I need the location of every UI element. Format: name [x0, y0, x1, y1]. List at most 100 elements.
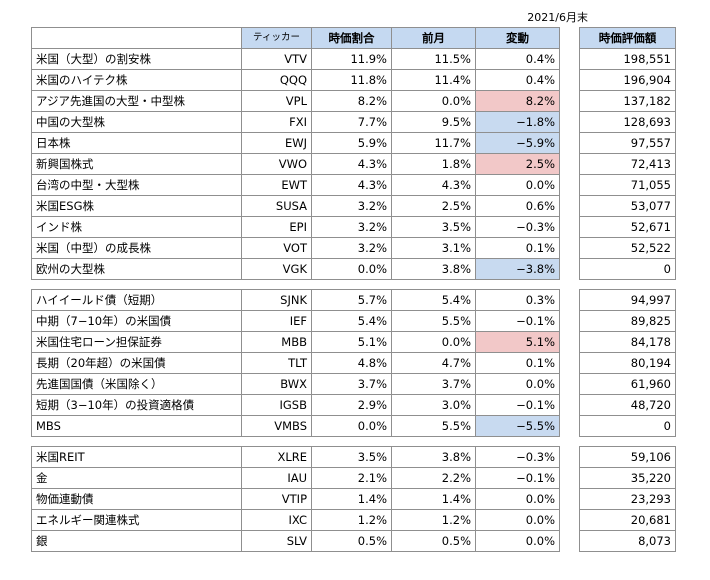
value-cell: 80,194	[579, 352, 676, 374]
holding-name: 米国（大型）の割安株	[31, 48, 242, 70]
table-row: 94,997	[579, 289, 676, 311]
prev-cell: 9.5%	[391, 111, 476, 133]
ticker-cell: VWO	[241, 153, 312, 175]
value-cell: 20,681	[579, 509, 676, 531]
holding-name: 物価連動債	[31, 488, 242, 510]
table-row: 米国住宅ローン担保証券 MBB 5.1% 0.0% 5.1%	[31, 331, 560, 353]
ticker-cell: SLV	[241, 530, 312, 552]
change-cell: 5.1%	[475, 331, 560, 353]
ticker-cell: MBB	[241, 331, 312, 353]
prev-cell: 3.8%	[391, 446, 476, 468]
weight-cell: 0.5%	[311, 530, 392, 552]
ticker-cell: TLT	[241, 352, 312, 374]
weight-cell: 3.2%	[311, 195, 392, 217]
table-row: 61,960	[579, 373, 676, 395]
value-cell: 84,178	[579, 331, 676, 353]
ticker-cell: FXI	[241, 111, 312, 133]
weight-cell: 1.4%	[311, 488, 392, 510]
table-row: 52,522	[579, 237, 676, 259]
value-cell: 72,413	[579, 153, 676, 175]
value-cell: 48,720	[579, 394, 676, 416]
prev-cell: 11.4%	[391, 69, 476, 91]
change-cell: 0.6%	[475, 195, 560, 217]
ticker-cell: VGK	[241, 258, 312, 280]
weight-cell: 8.2%	[311, 90, 392, 112]
change-cell: 8.2%	[475, 90, 560, 112]
value-cell: 97,557	[579, 132, 676, 154]
table-row: 新興国株式 VWO 4.3% 1.8% 2.5%	[31, 153, 560, 175]
prev-cell: 1.8%	[391, 153, 476, 175]
ticker-cell: IAU	[241, 467, 312, 489]
change-cell: 0.1%	[475, 237, 560, 259]
prev-cell: 2.2%	[391, 467, 476, 489]
table-row: 米国（大型）の割安株 VTV 11.9% 11.5% 0.4%	[31, 48, 560, 70]
table-row: 物価連動債 VTIP 1.4% 1.4% 0.0%	[31, 488, 560, 510]
table-row: 台湾の中型・大型株 EWT 4.3% 4.3% 0.0%	[31, 174, 560, 196]
table-row: 銀 SLV 0.5% 0.5% 0.0%	[31, 530, 560, 552]
table-row: 53,077	[579, 195, 676, 217]
ticker-cell: VTIP	[241, 488, 312, 510]
ticker-cell: IXC	[241, 509, 312, 531]
value-cell: 94,997	[579, 289, 676, 311]
prev-cell: 4.7%	[391, 352, 476, 374]
ticker-cell: IEF	[241, 310, 312, 332]
table-row: 89,825	[579, 310, 676, 332]
header-prev: 前月	[391, 27, 476, 49]
value-cell: 61,960	[579, 373, 676, 395]
weight-cell: 2.1%	[311, 467, 392, 489]
weight-cell: 11.9%	[311, 48, 392, 70]
change-cell: 0.0%	[475, 174, 560, 196]
valuation-table: 時価評価額 198,551 196,904 137,182 128,693 97,557…	[579, 27, 676, 552]
value-cell: 23,293	[579, 488, 676, 510]
value-cell: 89,825	[579, 310, 676, 332]
change-cell: −0.1%	[475, 310, 560, 332]
header-row: ティッカー 時価割合 前月 変動	[31, 27, 560, 49]
table-row: 48,720	[579, 394, 676, 416]
value-cell: 35,220	[579, 467, 676, 489]
table-row: アジア先進国の大型・中型株 VPL 8.2% 0.0% 8.2%	[31, 90, 560, 112]
value-cell: 198,551	[579, 48, 676, 70]
holding-name: 中国の大型株	[31, 111, 242, 133]
value-cell: 0	[579, 415, 676, 437]
holding-name: 新興国株式	[31, 153, 242, 175]
table-row: 短期（3−10年）の投資適格債 IGSB 2.9% 3.0% −0.1%	[31, 394, 560, 416]
prev-cell: 3.8%	[391, 258, 476, 280]
weight-cell: 5.1%	[311, 331, 392, 353]
weight-cell: 5.9%	[311, 132, 392, 154]
holding-name: 欧州の大型株	[31, 258, 242, 280]
ticker-cell: EPI	[241, 216, 312, 238]
table-row: 欧州の大型株 VGK 0.0% 3.8% −3.8%	[31, 258, 560, 280]
weight-cell: 11.8%	[311, 69, 392, 91]
weight-cell: 5.4%	[311, 310, 392, 332]
group-separator	[31, 279, 560, 290]
table-row: 196,904	[579, 69, 676, 91]
weight-cell: 3.7%	[311, 373, 392, 395]
table-row: 中国の大型株 FXI 7.7% 9.5% −1.8%	[31, 111, 560, 133]
prev-cell: 3.0%	[391, 394, 476, 416]
weight-cell: 0.0%	[311, 258, 392, 280]
holding-name: 台湾の中型・大型株	[31, 174, 242, 196]
table-row: 中期（7−10年）の米国債 IEF 5.4% 5.5% −0.1%	[31, 310, 560, 332]
value-cell: 0	[579, 258, 676, 280]
ticker-cell: IGSB	[241, 394, 312, 416]
prev-cell: 5.5%	[391, 310, 476, 332]
table-row: 金 IAU 2.1% 2.2% −0.1%	[31, 467, 560, 489]
table-row: 米国（中型）の成長株 VOT 3.2% 3.1% 0.1%	[31, 237, 560, 259]
table-row: 23,293	[579, 488, 676, 510]
holding-name: 米国住宅ローン担保証券	[31, 331, 242, 353]
change-cell: −0.3%	[475, 216, 560, 238]
group-separator	[31, 436, 560, 447]
prev-cell: 3.1%	[391, 237, 476, 259]
ticker-cell: VOT	[241, 237, 312, 259]
change-cell: −0.1%	[475, 394, 560, 416]
table-row: 72,413	[579, 153, 676, 175]
holding-name: 日本株	[31, 132, 242, 154]
ticker-cell: SUSA	[241, 195, 312, 217]
header-row: 時価評価額	[579, 27, 676, 49]
change-cell: 0.4%	[475, 69, 560, 91]
holdings-table: ティッカー 時価割合 前月 変動 米国（大型）の割安株 VTV 11.9% 11.5%…	[31, 27, 560, 552]
table-row: 米国のハイテク株 QQQ 11.8% 11.4% 0.4%	[31, 69, 560, 91]
value-cell: 59,106	[579, 446, 676, 468]
holding-name: MBS	[31, 415, 242, 437]
